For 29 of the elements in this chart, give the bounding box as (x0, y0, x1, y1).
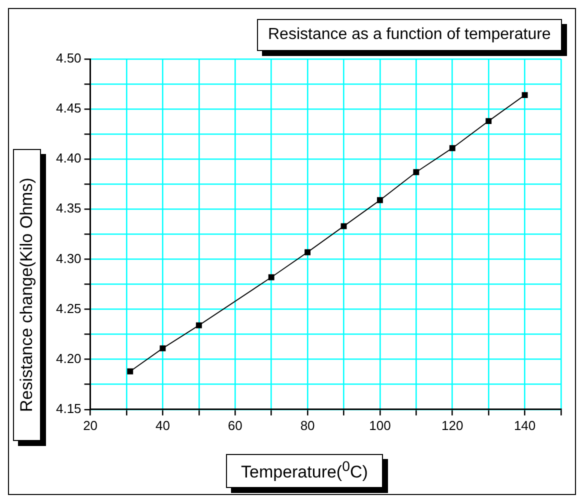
point (127, 368, 134, 374)
point (304, 249, 311, 256)
y-tick-label: 4.50 (56, 50, 82, 66)
y-tick-label: 4.20 (56, 350, 82, 366)
x-tick-label: 60 (228, 418, 242, 433)
x-tick-label: 20 (83, 418, 98, 433)
x-axis-title: Temperature($^{0}$C) (241, 459, 368, 483)
chart-title: Resistance as a function of temperature (268, 26, 551, 44)
x-tick-label: 40 (155, 418, 170, 433)
point (268, 274, 274, 280)
x-tick-label: 140 (514, 418, 536, 433)
x-tick-label: 80 (300, 418, 315, 433)
y-tick-label: 4.15 (56, 400, 82, 416)
y-tick-label: 4.35 (56, 200, 82, 216)
y-tick-label: 4.40 (56, 150, 82, 166)
y-tick-label: 4.25 (56, 300, 82, 316)
point (376, 197, 383, 204)
point (160, 345, 166, 352)
point (449, 145, 456, 152)
x-tick-label: 100 (369, 418, 391, 433)
point (340, 223, 347, 230)
point (196, 322, 202, 328)
y-axis-title: Resistance change(Kilo Ohms) (17, 178, 37, 412)
point (522, 92, 528, 98)
point (486, 118, 492, 124)
y-tick-label: 4.30 (56, 250, 82, 266)
y-tick-label: 4.45 (56, 100, 82, 116)
x-tick-label: 120 (442, 418, 464, 433)
point (413, 169, 420, 176)
